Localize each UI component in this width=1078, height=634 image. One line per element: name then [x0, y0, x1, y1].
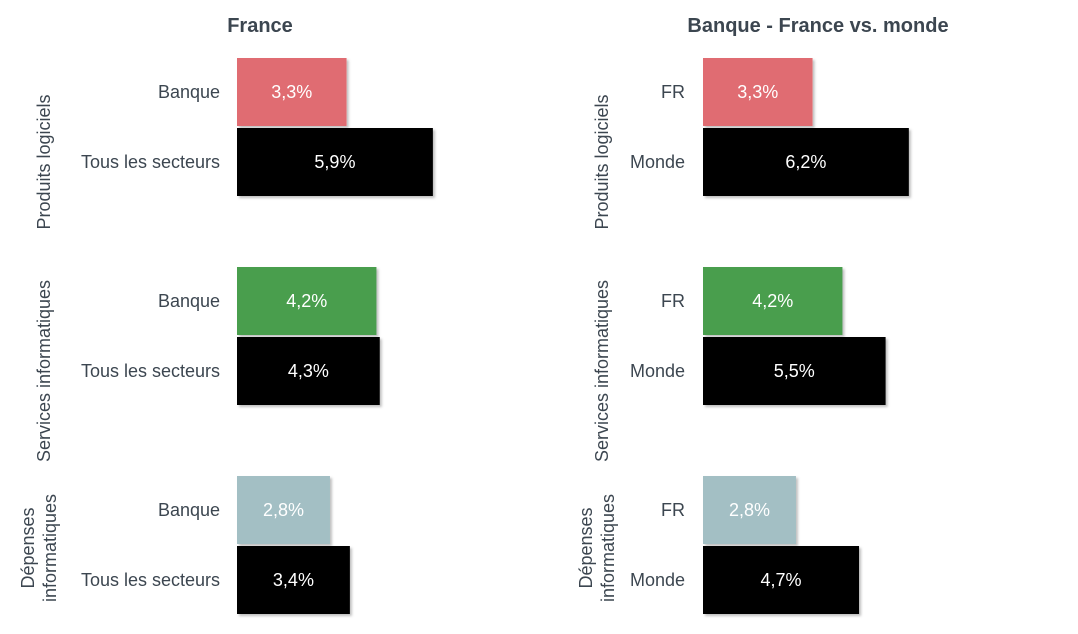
data-label: 5,5%	[774, 361, 815, 381]
bar	[237, 58, 347, 126]
data-label: 3,3%	[737, 82, 778, 102]
group-label: Dépenses informatiques	[18, 494, 60, 602]
chart-title: Banque - France vs. monde	[687, 15, 948, 37]
bar	[703, 546, 860, 614]
category-label: Monde	[630, 152, 685, 172]
data-label: 6,2%	[785, 152, 826, 172]
data-label: 3,4%	[273, 570, 314, 590]
data-label: 4,2%	[752, 291, 793, 311]
bar	[237, 267, 377, 335]
bar	[237, 337, 380, 405]
category-label: Monde	[630, 570, 685, 590]
category-label: Tous les secteurs	[81, 570, 220, 590]
category-label: Banque	[158, 291, 220, 311]
category-label: FR	[661, 82, 685, 102]
bar	[703, 128, 909, 196]
group-label: Services informatiques	[34, 280, 54, 462]
bar	[703, 476, 796, 544]
group-label-line: Dépenses	[576, 507, 596, 588]
category-label: Tous les secteurs	[81, 152, 220, 172]
group-label: Produits logiciels	[592, 94, 612, 229]
bar	[237, 128, 433, 196]
data-label: 3,3%	[271, 82, 312, 102]
bar	[703, 337, 886, 405]
category-label: Banque	[158, 500, 220, 520]
group-label: Produits logiciels	[34, 94, 54, 229]
bar	[237, 546, 350, 614]
group-label: Services informatiques	[592, 280, 612, 462]
group-label-line: Dépenses	[18, 507, 38, 588]
data-label: 2,8%	[729, 500, 770, 520]
category-label: FR	[661, 291, 685, 311]
data-label: 2,8%	[263, 500, 304, 520]
group-label: Dépenses informatiques	[576, 494, 618, 602]
data-label: 4,3%	[288, 361, 329, 381]
category-label: FR	[661, 500, 685, 520]
data-label: 5,9%	[314, 152, 355, 172]
bar	[237, 476, 330, 544]
bar	[703, 267, 843, 335]
group-label-line: informatiques	[40, 494, 60, 602]
category-label: Tous les secteurs	[81, 361, 220, 381]
bar	[703, 58, 813, 126]
group-label-line: informatiques	[598, 494, 618, 602]
data-label: 4,2%	[286, 291, 327, 311]
chart-title: France	[227, 15, 293, 37]
category-label: Banque	[158, 82, 220, 102]
category-label: Monde	[630, 361, 685, 381]
data-label: 4,7%	[761, 570, 802, 590]
